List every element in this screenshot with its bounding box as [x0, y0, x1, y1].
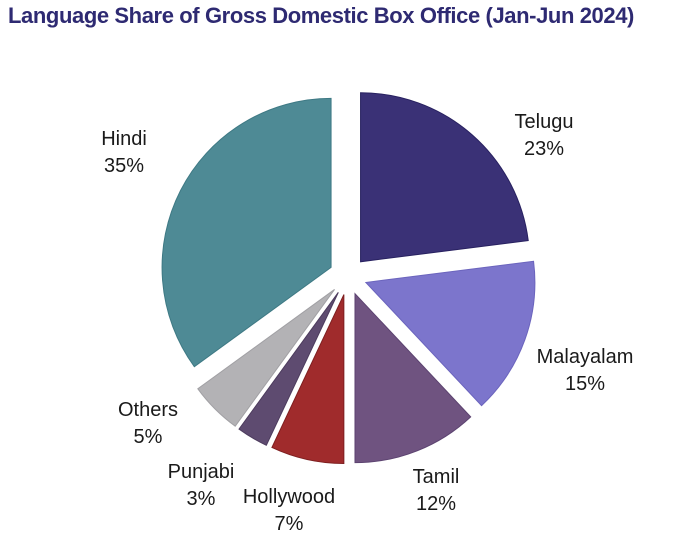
- pie-slice-hollywood: [271, 294, 345, 465]
- slice-label-name-tamil: Tamil: [412, 466, 460, 488]
- slice-label-malayalam: Malayalam 15%: [537, 344, 634, 398]
- slice-label-tamil: Tamil 12%: [413, 464, 460, 518]
- slice-label-name-hindi: Hindi: [101, 128, 147, 150]
- slice-label-name-punjabi: Punjabi: [167, 461, 235, 483]
- slice-label-name-others: Others: [117, 399, 179, 421]
- pie-slice-telugu: [360, 92, 529, 263]
- pie-slice-others: [197, 289, 335, 427]
- chart-title: Language Share of Gross Domestic Box Off…: [8, 3, 634, 28]
- slice-label-others: Others 5%: [118, 397, 178, 451]
- slice-label-pct-telugu: 23%: [523, 138, 565, 160]
- slice-label-hindi: Hindi 35%: [101, 126, 147, 180]
- slice-label-telugu: Telugu 23%: [515, 109, 574, 163]
- slice-label-pct-hollywood: 7%: [274, 513, 304, 535]
- slice-label-pct-punjabi: 3%: [186, 488, 216, 510]
- slice-label-pct-others: 5%: [133, 426, 163, 448]
- slice-label-pct-hindi: 35%: [103, 155, 145, 177]
- slice-label-name-hollywood: Hollywood: [242, 486, 336, 508]
- pie-slice-hindi: [161, 97, 332, 368]
- slice-label-name-malayalam: Malayalam: [536, 346, 634, 368]
- slice-label-pct-tamil: 12%: [415, 493, 457, 515]
- slice-label-pct-malayalam: 15%: [564, 373, 606, 395]
- pie-slice-malayalam: [364, 260, 536, 407]
- slice-label-name-telugu: Telugu: [514, 111, 574, 133]
- pie-slice-punjabi: [238, 292, 339, 446]
- pie-slice-tamil: [354, 292, 472, 464]
- slice-label-punjabi: Punjabi 3%: [168, 459, 235, 513]
- slice-label-hollywood: Hollywood 7%: [243, 484, 335, 538]
